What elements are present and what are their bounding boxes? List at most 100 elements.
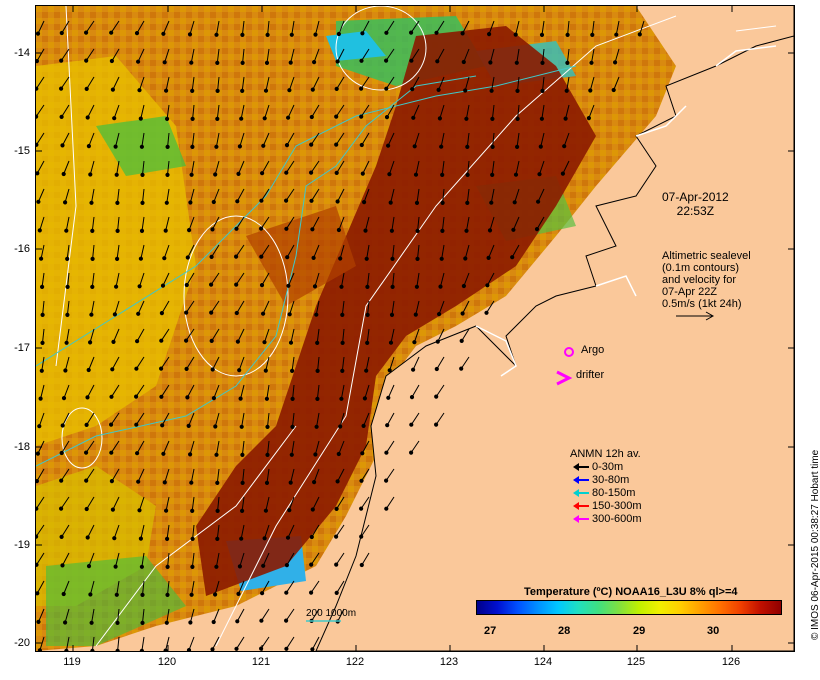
current-vector (260, 244, 270, 257)
current-vector-head (159, 394, 164, 399)
current-vector (462, 20, 470, 34)
current-vector-head (536, 199, 541, 204)
current-vector-head (334, 114, 339, 119)
current-vector (115, 272, 120, 287)
current-vector (360, 496, 370, 509)
current-vector-head (315, 396, 320, 401)
current-vector (236, 608, 245, 622)
current-vector (166, 608, 170, 623)
current-vector-head (240, 88, 245, 94)
current-vector (60, 468, 70, 481)
current-vector-head (265, 32, 270, 37)
current-vector (388, 160, 395, 175)
current-vector-head (361, 423, 366, 428)
colorbar-title: Temperature (ºC) NOAA16_L3U 8% ql>=4 (524, 586, 738, 598)
current-vector-head (112, 536, 117, 541)
current-vector-head (190, 88, 195, 94)
current-vector-head (236, 591, 241, 597)
current-vector (213, 188, 220, 203)
current-vector-head (189, 172, 194, 177)
current-vector-head (60, 563, 65, 568)
current-vector-head (412, 144, 417, 149)
current-vector-head (214, 32, 219, 37)
current-vector-head (109, 450, 114, 455)
current-vector-head (210, 227, 215, 232)
sealevel-contours (55, 6, 777, 647)
current-vector (85, 48, 95, 61)
current-vector (117, 216, 120, 231)
current-vector (336, 76, 345, 90)
current-vector-head (359, 58, 364, 63)
current-vector (65, 216, 70, 231)
current-vector-head (310, 647, 315, 651)
current-vector-head (285, 535, 291, 540)
current-vector-head (485, 283, 490, 288)
current-vector-head (286, 115, 291, 120)
x-tick-label: 119 (63, 656, 81, 668)
current-vector (215, 132, 220, 147)
current-vector-head (110, 367, 115, 372)
current-vector (188, 412, 195, 427)
current-vector (463, 48, 470, 63)
current-vector (313, 468, 320, 483)
current-vector (164, 468, 170, 483)
current-vector-head (209, 338, 214, 343)
time-line: 22:53Z (676, 204, 715, 218)
current-vector (292, 412, 295, 427)
current-vector-head (238, 396, 243, 401)
current-vector-head (164, 620, 169, 625)
current-vector (60, 48, 70, 61)
current-vector (417, 244, 420, 259)
current-vector-head (339, 284, 344, 289)
current-vector (537, 188, 545, 202)
current-vector (462, 300, 470, 314)
current-vector (36, 468, 45, 482)
current-vector-head (314, 424, 319, 429)
current-vector-head (359, 86, 364, 91)
current-vector (38, 412, 45, 427)
current-vector-head (484, 310, 489, 315)
current-vector (165, 216, 170, 231)
current-vector (361, 552, 370, 566)
y-tick-label: -14 (14, 47, 30, 59)
current-vector (515, 20, 520, 35)
current-vector-head (540, 88, 545, 94)
current-vector (486, 300, 495, 314)
current-vector-head (565, 32, 570, 37)
current-vector-head (413, 312, 418, 317)
current-vector-head (538, 144, 543, 149)
current-vector-head (412, 340, 417, 345)
y-tick-label: -18 (14, 441, 30, 453)
current-vector-head (364, 368, 369, 373)
current-vector-head (465, 172, 470, 177)
current-vector-head (310, 507, 315, 512)
current-vectors (36, 20, 645, 651)
current-vector (416, 188, 420, 203)
current-vector (588, 104, 595, 119)
current-vector (36, 48, 45, 62)
current-vector (141, 132, 145, 147)
current-vector (185, 300, 195, 313)
current-vector-head (240, 480, 245, 485)
current-vector (141, 216, 145, 231)
current-vector (239, 132, 245, 147)
current-vector (341, 272, 345, 287)
current-vector (139, 496, 145, 511)
current-vector-head (134, 366, 139, 371)
current-vector-head (564, 88, 569, 93)
current-vector-head (164, 508, 169, 513)
current-vector-head (261, 311, 266, 316)
current-vector-head (89, 200, 94, 205)
current-vector-head (338, 256, 343, 261)
current-vector-head (235, 199, 240, 204)
current-vector (335, 552, 345, 565)
current-vector (166, 188, 170, 203)
current-vector-head (309, 170, 314, 175)
current-vector-head (311, 255, 316, 260)
current-vector-head (284, 143, 290, 148)
current-vector (264, 524, 270, 539)
altimetry-line: 07-Apr 22Z (662, 286, 718, 298)
current-vector (289, 300, 295, 315)
current-vector-head (438, 284, 443, 289)
current-vector (262, 132, 270, 147)
